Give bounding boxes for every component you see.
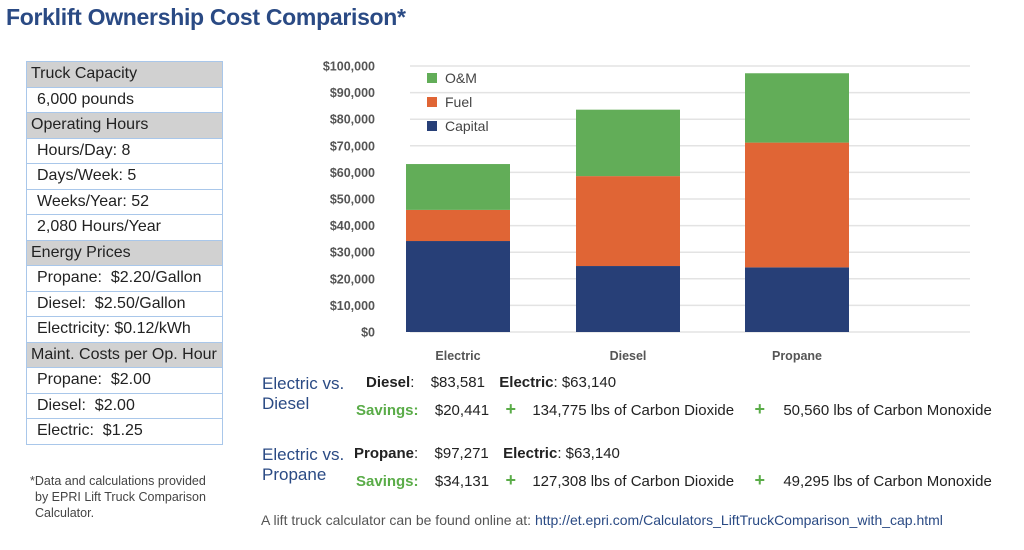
spec-row: Electric: $1.25 bbox=[26, 418, 223, 445]
savings-value: $20,441 bbox=[434, 402, 490, 419]
y-tick-label: $100,000 bbox=[323, 60, 375, 74]
spec-row: Diesel: $2.00 bbox=[26, 392, 223, 419]
spec-value-cell: 2,080 Hours/Year bbox=[26, 214, 223, 241]
savings-label: Savings bbox=[356, 402, 414, 419]
comparison-label-line: Diesel bbox=[262, 394, 310, 413]
footnote-line: *Data and calculations provided bbox=[30, 474, 206, 488]
spec-header-cell: Truck Capacity bbox=[26, 61, 223, 88]
bar-segment-capital-electric bbox=[406, 241, 510, 332]
plus-icon: + bbox=[754, 399, 765, 419]
comparison-label: Electric vs. Propane bbox=[262, 445, 352, 485]
electric-name: Electric bbox=[503, 445, 558, 462]
spec-value-cell: Diesel: $2.50/Gallon bbox=[26, 290, 223, 317]
other-name: Diesel bbox=[366, 374, 411, 391]
bar-segment-om-diesel bbox=[576, 109, 680, 177]
spec-row: Weeks/Year: 52 bbox=[26, 188, 223, 215]
spec-header-cell: Energy Prices bbox=[26, 239, 223, 266]
spec-header-cell: Maint. Costs per Op. Hour bbox=[26, 341, 223, 368]
spec-header-cell: Operating Hours bbox=[26, 112, 223, 139]
x-tick-label: Electric bbox=[435, 349, 480, 363]
spec-value-cell: Electricity: $0.12/kWh bbox=[26, 316, 223, 343]
electric-cost: $63,140 bbox=[561, 374, 617, 391]
comparison-label-line: Electric vs. bbox=[262, 374, 345, 393]
spec-row: Propane: $2.20/Gallon bbox=[26, 265, 223, 292]
x-tick-label: Diesel bbox=[610, 349, 647, 363]
spec-row: 2,080 Hours/Year bbox=[26, 214, 223, 241]
x-tick-label: Propane bbox=[772, 349, 822, 363]
legend-label: Capital bbox=[445, 118, 489, 134]
y-tick-label: $90,000 bbox=[330, 86, 375, 100]
spec-value-cell: Propane: $2.20/Gallon bbox=[26, 265, 223, 292]
bar-segment-om-electric bbox=[406, 164, 510, 210]
co-savings: 50,560 lbs of Carbon Monoxide bbox=[783, 402, 992, 419]
electric-cost: $63,140 bbox=[565, 445, 620, 462]
other-name: Propane bbox=[354, 445, 415, 462]
spec-value-cell: 6,000 pounds bbox=[26, 86, 223, 113]
comparison-label: Electric vs. Diesel bbox=[262, 374, 352, 414]
plus-icon: + bbox=[754, 470, 765, 490]
legend-label: Fuel bbox=[445, 94, 472, 110]
calculator-note-text: A lift truck calculator can be found onl… bbox=[261, 512, 535, 528]
comparison-label-line: Propane bbox=[262, 465, 327, 484]
legend-swatch bbox=[427, 73, 437, 83]
bar-segment-capital-diesel bbox=[576, 266, 680, 332]
spec-row: Diesel: $2.50/Gallon bbox=[26, 290, 223, 317]
footnote-line: Calculator. bbox=[35, 506, 95, 520]
spec-value-cell: Propane: $2.00 bbox=[26, 367, 223, 394]
y-tick-label: $20,000 bbox=[330, 272, 375, 286]
footnote-line: by EPRI Lift Truck Comparison bbox=[35, 490, 206, 504]
spec-value-cell: Electric: $1.25 bbox=[26, 418, 223, 445]
stacked-bar-chart: $0 $10,000 $20,000 $30,000 $40,000 $50,000 $60… bbox=[323, 60, 970, 363]
y-tick-label: $40,000 bbox=[330, 219, 375, 233]
y-tick-label: $80,000 bbox=[330, 113, 375, 127]
bar-segment-fuel-propane bbox=[745, 142, 849, 268]
spec-row: Hours/Day: 8 bbox=[26, 137, 223, 164]
co2-savings: 127,308 lbs of Carbon Dioxide bbox=[532, 473, 735, 490]
plus-icon: + bbox=[505, 470, 516, 490]
bar-segment-capital-propane bbox=[745, 267, 849, 332]
page-title: Forklift Ownership Cost Comparison* bbox=[6, 4, 406, 30]
bar-segment-fuel-diesel bbox=[576, 176, 680, 267]
spec-value-cell: Days/Week: 5 bbox=[26, 163, 223, 190]
y-tick-label: $60,000 bbox=[330, 166, 375, 180]
specs-table: Truck Capacity 6,000 pounds Operating Hour… bbox=[26, 61, 223, 445]
legend-swatch bbox=[427, 121, 437, 131]
y-tick-label: $0 bbox=[361, 326, 375, 340]
spec-value-cell: Diesel: $2.00 bbox=[26, 392, 223, 419]
spec-section-header: Truck Capacity bbox=[26, 61, 223, 88]
cost-row: Diesel: $83,581 Electric: $63,140 bbox=[366, 374, 617, 391]
co-savings: 49,295 lbs of Carbon Monoxide bbox=[783, 473, 992, 490]
spec-row: Electricity: $0.12/kWh bbox=[26, 316, 223, 343]
spec-section-header: Maint. Costs per Op. Hour bbox=[26, 341, 223, 368]
bar-segment-om-propane bbox=[745, 73, 849, 143]
other-cost: $97,271 bbox=[434, 445, 489, 462]
co2-savings: 134,775 lbs of Carbon Dioxide bbox=[532, 402, 735, 419]
spec-value-cell: Weeks/Year: 52 bbox=[26, 188, 223, 215]
savings-row: Savings: $20,441 + 134,775 lbs of Carbon… bbox=[356, 399, 992, 419]
plus-icon: + bbox=[505, 399, 516, 419]
savings-row: Savings: $34,131 + 127,308 lbs of Carbon… bbox=[356, 470, 992, 490]
y-tick-label: $70,000 bbox=[330, 139, 375, 153]
spec-value-cell: Hours/Day: 8 bbox=[26, 137, 223, 164]
y-tick-label: $10,000 bbox=[330, 299, 375, 313]
legend-label: O&M bbox=[445, 70, 477, 86]
electric-name: Electric bbox=[499, 374, 554, 391]
legend-swatch bbox=[427, 97, 437, 107]
y-tick-label: $50,000 bbox=[330, 193, 375, 207]
spec-row: 6,000 pounds bbox=[26, 86, 223, 113]
y-tick-label: $30,000 bbox=[330, 246, 375, 260]
comparison-label-line: Electric vs. bbox=[262, 445, 345, 464]
savings-label: Savings bbox=[356, 473, 414, 490]
spec-row: Propane: $2.00 bbox=[26, 367, 223, 394]
spec-section-header: Energy Prices bbox=[26, 239, 223, 266]
spec-section-header: Operating Hours bbox=[26, 112, 223, 139]
cost-row: Propane: $97,271 Electric: $63,140 bbox=[354, 445, 620, 462]
savings-value: $34,131 bbox=[434, 473, 490, 490]
calculator-note: A lift truck calculator can be found onl… bbox=[261, 512, 943, 528]
other-cost: $83,581 bbox=[430, 374, 485, 391]
footnote: *Data and calculations provided by EPRI … bbox=[30, 473, 230, 521]
spec-row: Days/Week: 5 bbox=[26, 163, 223, 190]
bar-segment-fuel-electric bbox=[406, 209, 510, 242]
calculator-link[interactable]: http://et.epri.com/Calculators_LiftTruck… bbox=[534, 512, 943, 528]
